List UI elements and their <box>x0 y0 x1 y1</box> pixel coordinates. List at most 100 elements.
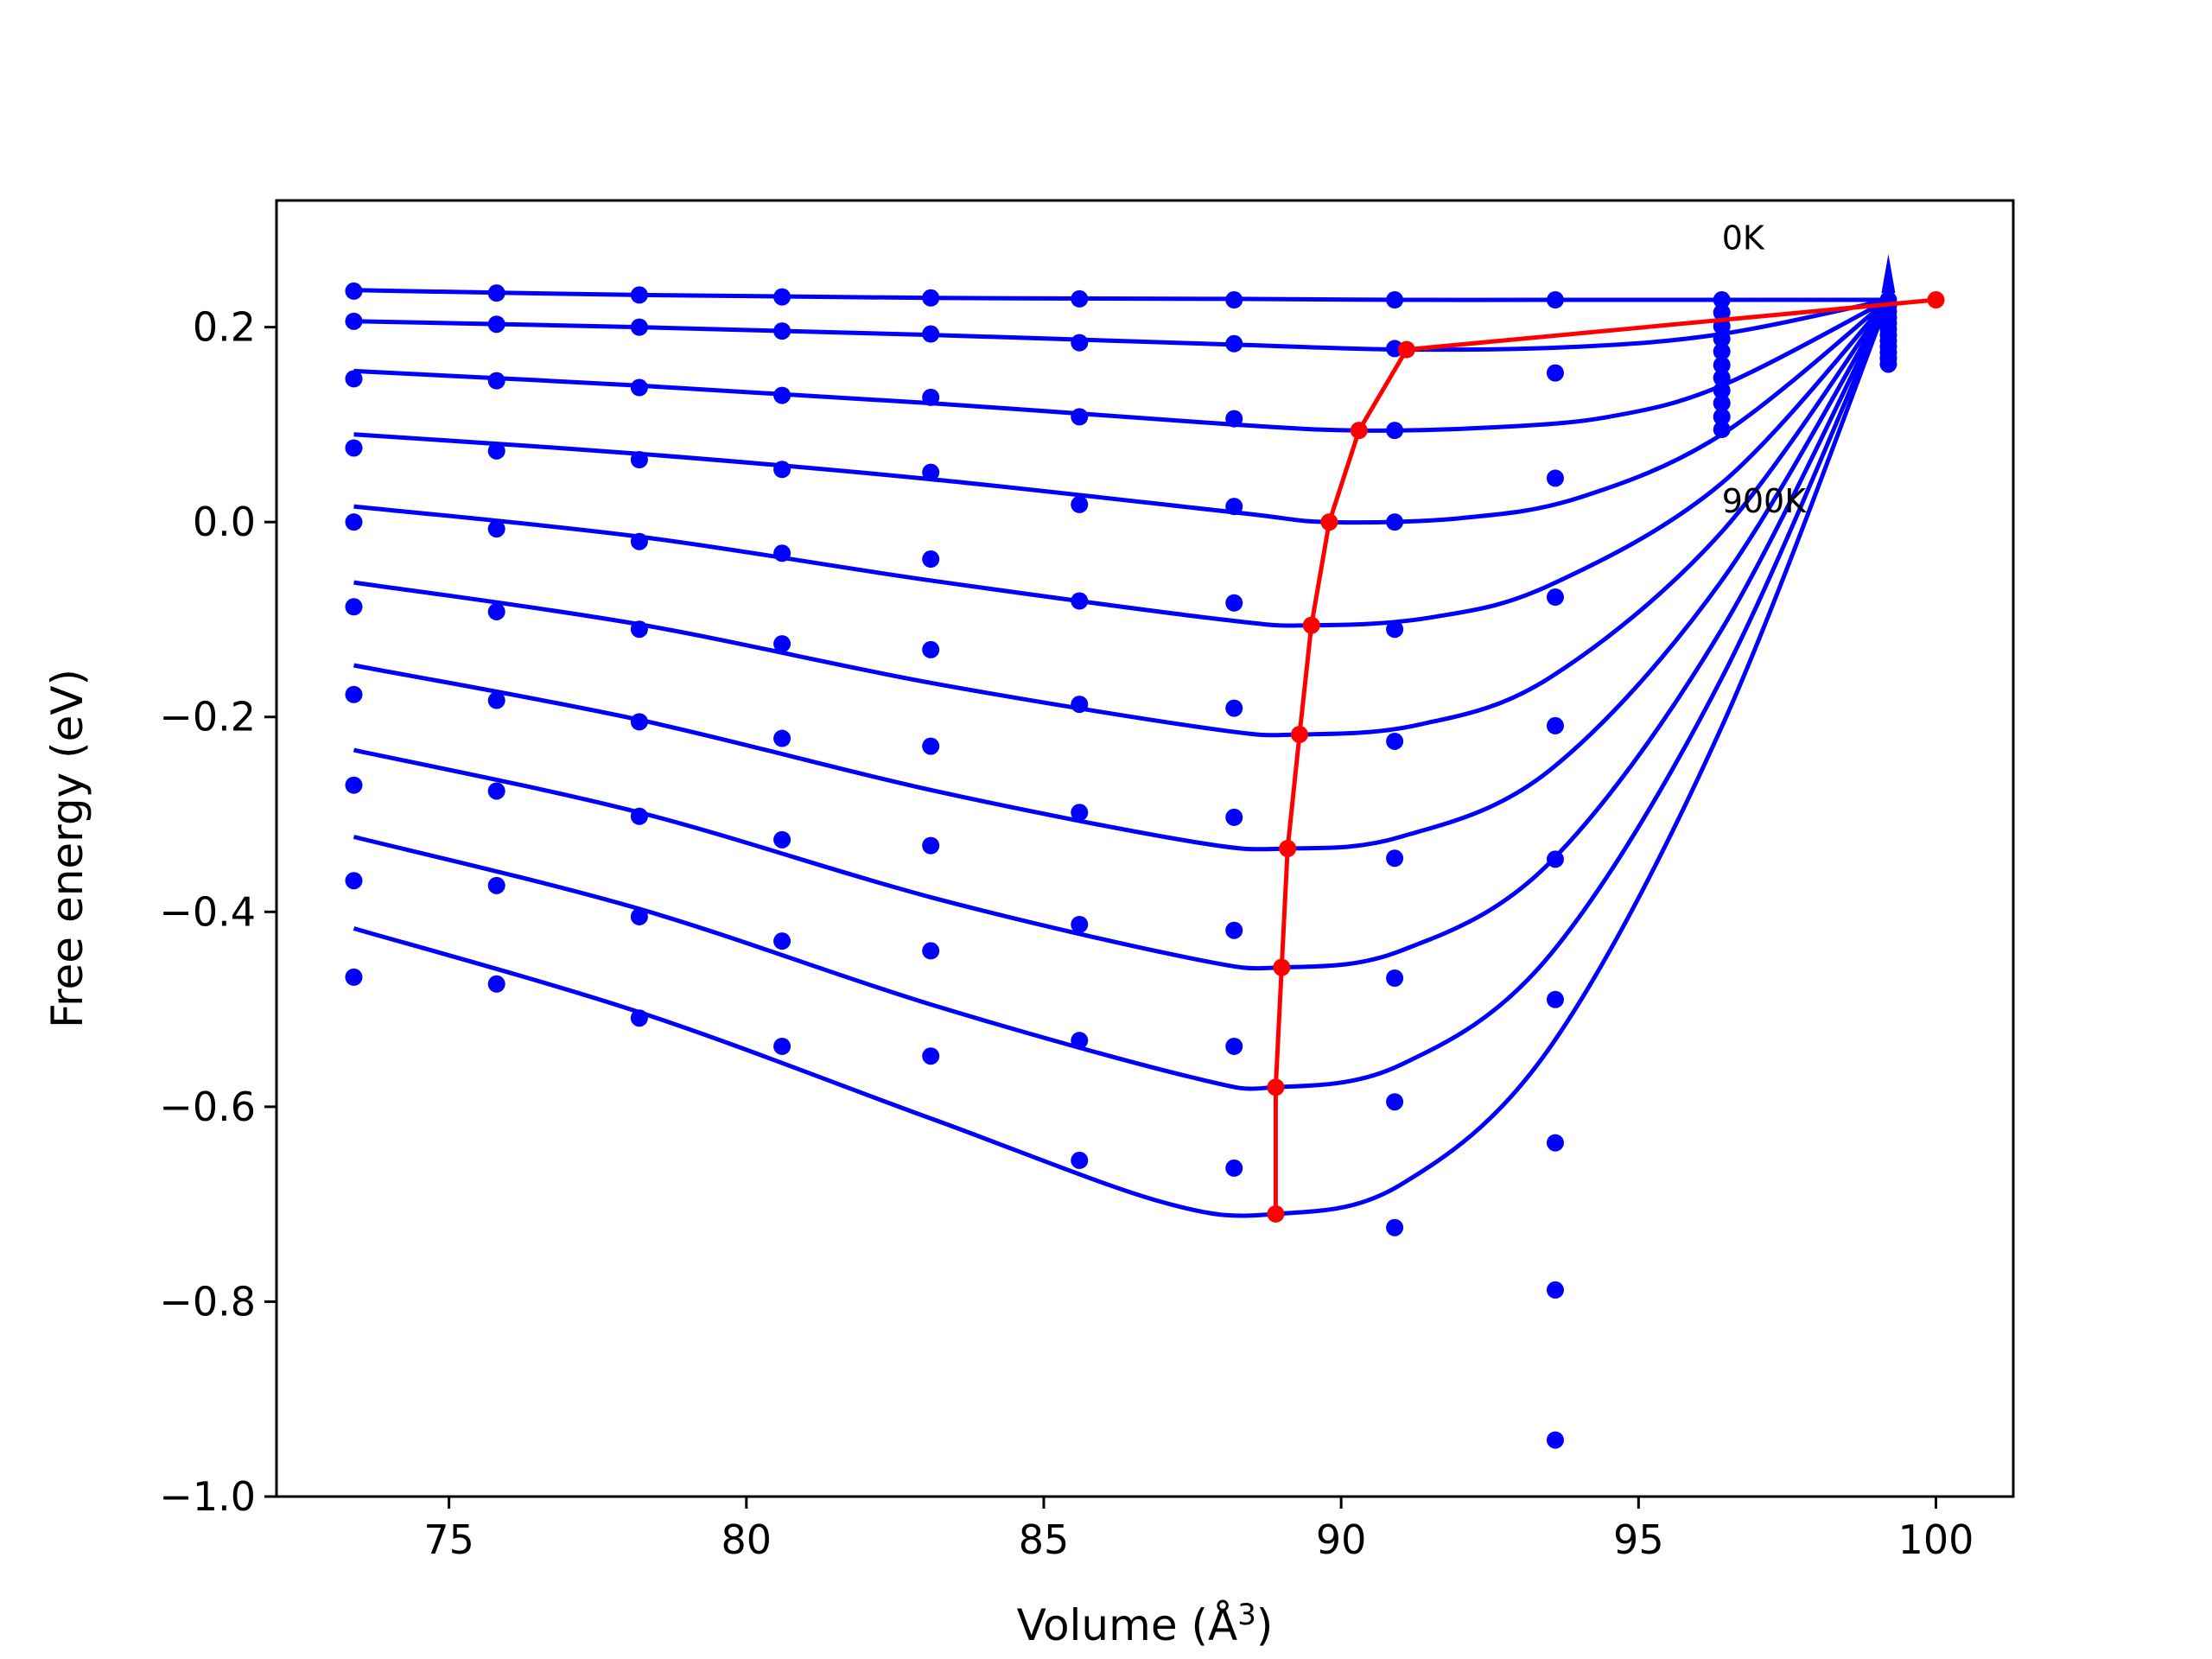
minimum-path-point-7 <box>1273 958 1291 976</box>
data-point-s3-1 <box>487 442 505 460</box>
data-point-s6-5 <box>1071 804 1089 822</box>
data-point-s5-2 <box>630 620 648 639</box>
data-point-s4-2 <box>630 532 648 550</box>
data-point-s0-6 <box>1225 291 1243 309</box>
data-point-s5-0 <box>345 598 363 616</box>
stacked-point-0-6 <box>1713 369 1731 387</box>
stacked-point-0-0 <box>1713 291 1731 309</box>
data-point-s3-0 <box>345 439 363 457</box>
x-axis-label-text: Volume (Å <box>1017 1600 1238 1650</box>
data-point-s4-8 <box>1546 716 1564 734</box>
data-point-s7-2 <box>630 807 648 825</box>
data-point-s6-3 <box>773 729 791 747</box>
axes: 75 80 85 90 95 100 0.2 0.0 −0.2 −0.4 −0.6 −0.8 −1.0 <box>159 304 1974 1563</box>
data-point-s5-8 <box>1546 850 1564 868</box>
data-point-s5-5 <box>1071 696 1089 714</box>
data-point-s9-8 <box>1546 1431 1564 1449</box>
data-point-s7-6 <box>1225 921 1243 939</box>
data-point-s0-5 <box>1071 289 1089 308</box>
data-point-s2-1 <box>487 372 505 390</box>
data-point-s5-7 <box>1386 732 1404 750</box>
data-point-s7-4 <box>922 836 940 855</box>
data-point-s5-3 <box>773 635 791 653</box>
annotation-900k: 900K <box>1722 482 1808 520</box>
data-point-s3-5 <box>1071 495 1089 513</box>
data-point-s5-1 <box>487 602 505 620</box>
fit-curve-2 <box>353 297 1890 433</box>
data-point-s8-3 <box>773 932 791 950</box>
data-point-s7-3 <box>773 830 791 849</box>
data-point-s3-8 <box>1546 588 1564 607</box>
fit-curve-5 <box>353 298 1891 738</box>
data-point-s0-1 <box>487 284 505 302</box>
y-tick-label-4: −0.6 <box>159 1084 256 1130</box>
data-point-s9-7 <box>1386 1218 1404 1236</box>
data-point-s4-4 <box>922 550 940 569</box>
data-point-s2-2 <box>630 378 648 397</box>
convergence-spike <box>1881 254 1896 294</box>
fit-curve-4 <box>353 298 1891 628</box>
data-point-s1-0 <box>345 312 363 330</box>
data-point-s7-8 <box>1546 1134 1564 1152</box>
stacked-point-0-8 <box>1713 394 1731 412</box>
data-point-s2-6 <box>1225 410 1243 428</box>
annotation-0k: 0K <box>1722 219 1765 257</box>
x-tick-label-95: 95 <box>1613 1516 1664 1563</box>
data-point-s4-1 <box>487 520 505 538</box>
data-point-s5-6 <box>1225 699 1243 717</box>
y-tick-label-0: 0.2 <box>193 304 256 351</box>
data-point-s9-3 <box>773 1037 791 1055</box>
data-point-s1-3 <box>773 322 791 340</box>
data-point-s4-0 <box>345 513 363 531</box>
x-tick-label-80: 80 <box>721 1516 772 1563</box>
x-tick-label-90: 90 <box>1316 1516 1367 1563</box>
minimum-path-point-6 <box>1279 840 1297 857</box>
data-point-s2-0 <box>345 370 363 388</box>
fit-curve-3 <box>353 298 1890 525</box>
data-point-s8-2 <box>630 907 648 925</box>
data-point-s5-4 <box>922 640 940 658</box>
plot-area: 0K 900K <box>345 219 1945 1449</box>
data-point-s6-1 <box>487 691 505 709</box>
minimum-path-line <box>1273 297 1936 1214</box>
data-point-s1-4 <box>922 325 940 343</box>
minimum-path-point-3 <box>1320 513 1338 531</box>
data-point-s0-0 <box>345 282 363 300</box>
stacked-point-0-9 <box>1713 408 1731 426</box>
stacked-point-0-1 <box>1713 303 1731 321</box>
data-point-s4-6 <box>1225 594 1243 612</box>
data-point-s8-1 <box>487 876 505 894</box>
data-point-s8-4 <box>922 942 940 960</box>
data-point-s9-4 <box>922 1047 940 1065</box>
data-point-s0-8 <box>1546 291 1564 309</box>
data-point-s7-5 <box>1071 915 1089 933</box>
fit-curve-9 <box>353 299 1891 1218</box>
y-tick-label-2: −0.2 <box>159 694 256 741</box>
stacked-point-1-11 <box>1879 355 1897 373</box>
data-point-s9-6 <box>1225 1159 1243 1177</box>
minimum-path-point-4 <box>1302 616 1320 634</box>
data-point-s3-4 <box>922 463 940 481</box>
data-point-s8-6 <box>1225 1037 1243 1055</box>
minimum-path-point-5 <box>1290 726 1308 744</box>
x-tick-label-85: 85 <box>1019 1516 1070 1563</box>
minimum-path-point-2 <box>1350 422 1368 440</box>
data-point-s9-5 <box>1071 1151 1089 1169</box>
data-point-s8-5 <box>1071 1032 1089 1050</box>
data-point-s2-3 <box>773 386 791 404</box>
data-point-s2-5 <box>1071 408 1089 426</box>
minimum-path-point-1 <box>1397 340 1415 359</box>
x-axis-label: Volume (Å3) <box>1017 1598 1274 1650</box>
data-point-s6-8 <box>1546 990 1564 1008</box>
data-point-s8-0 <box>345 872 363 890</box>
stacked-point-0-10 <box>1713 421 1731 439</box>
data-point-s1-6 <box>1225 334 1243 353</box>
y-axis-label: Free energy (eV) <box>42 669 92 1028</box>
x-axis-label-close: ) <box>1256 1600 1274 1650</box>
data-point-s9-1 <box>487 975 505 993</box>
y-tick-label-5: −0.8 <box>159 1278 256 1325</box>
data-point-s6-0 <box>345 685 363 703</box>
data-point-s3-7 <box>1386 513 1404 531</box>
